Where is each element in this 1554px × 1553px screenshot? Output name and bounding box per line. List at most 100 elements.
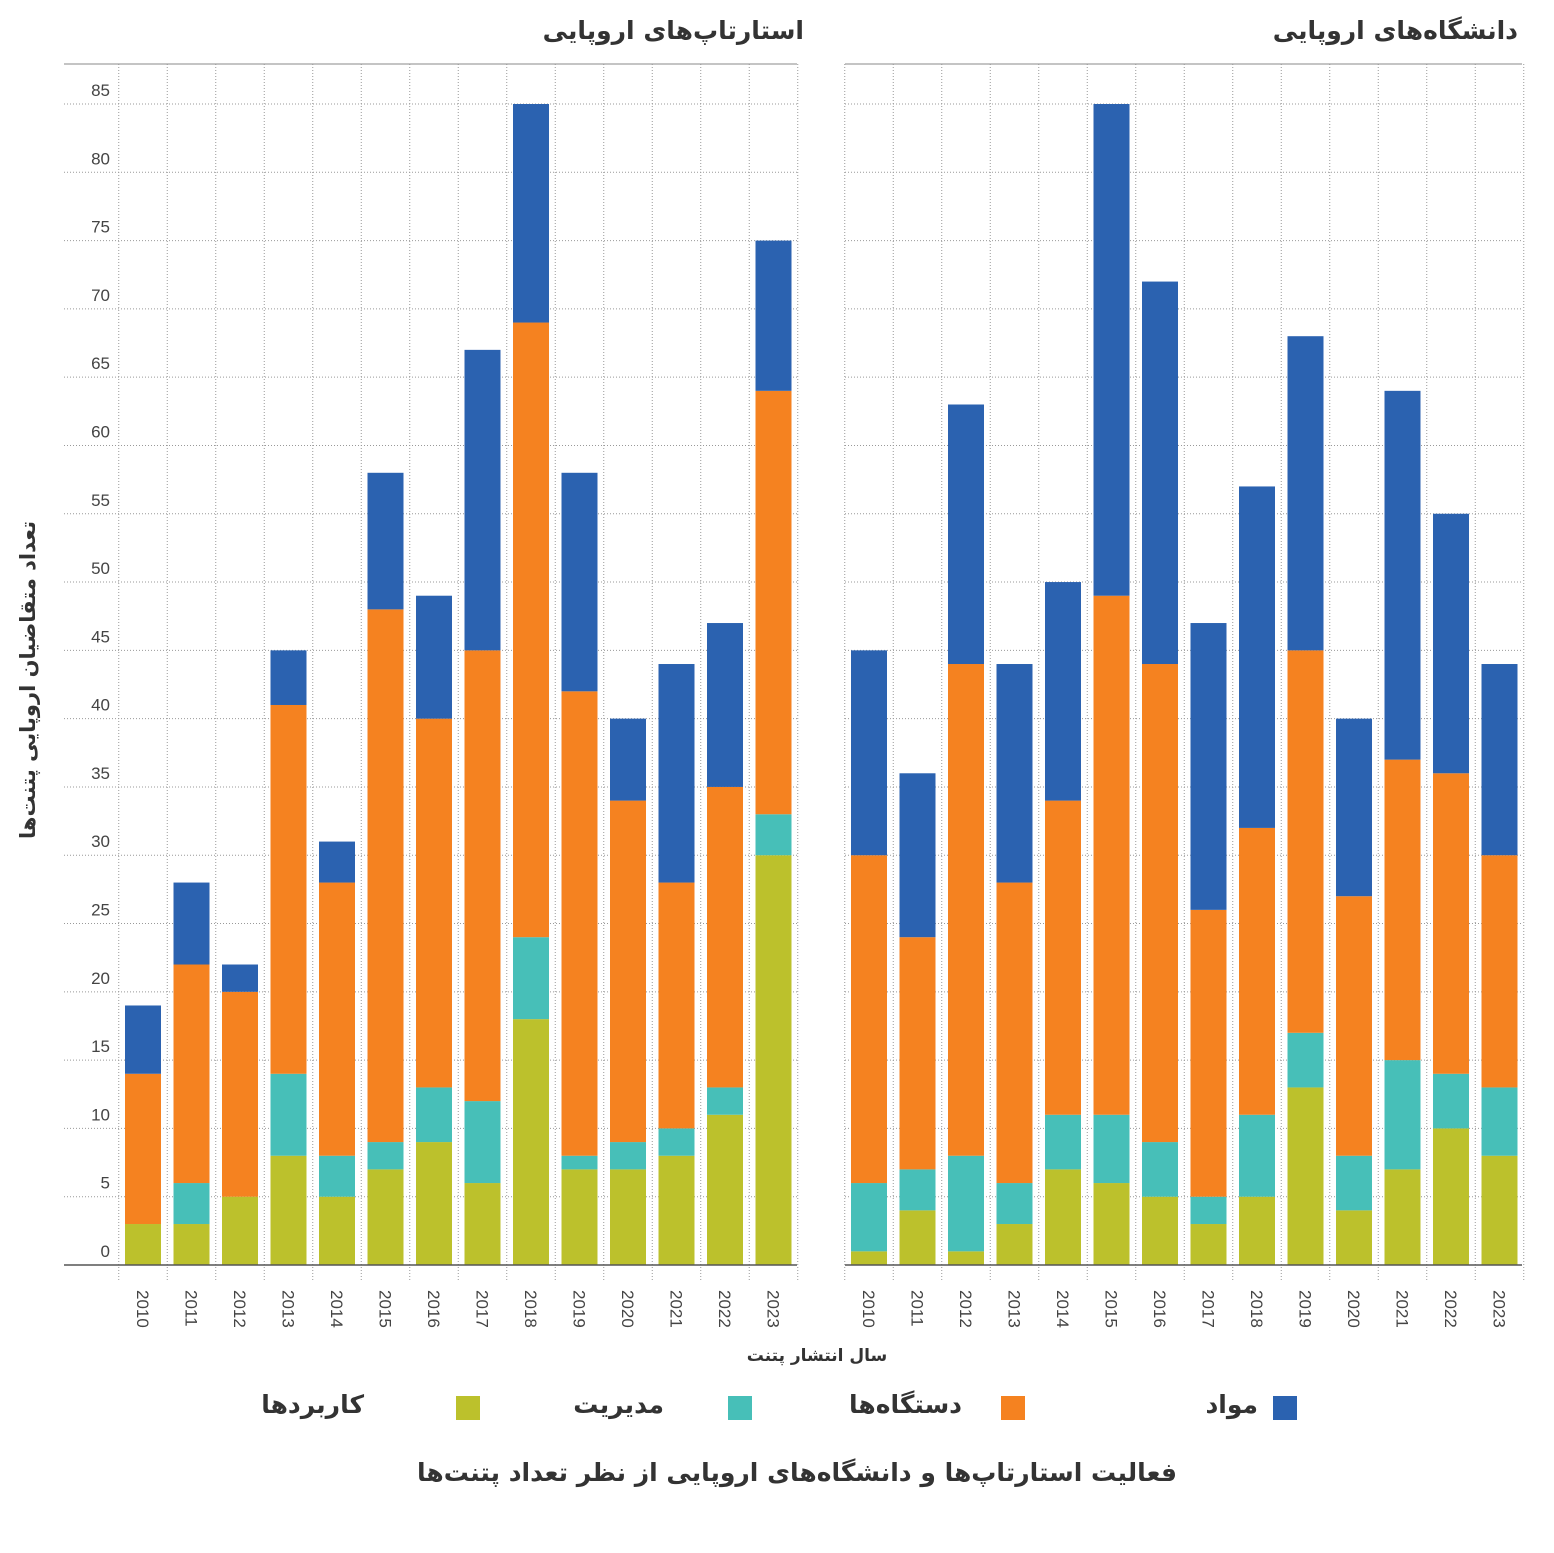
x-tick-label: 2016 xyxy=(424,1290,443,1328)
bar-applications-2023 xyxy=(1481,1155,1518,1265)
bar-devices-2010 xyxy=(125,1073,161,1225)
y-tick-label: 5 xyxy=(101,1174,110,1193)
x-tick-label: 2018 xyxy=(1247,1290,1266,1328)
bar-applications-2018 xyxy=(1239,1196,1275,1265)
bar-materials-2011 xyxy=(899,773,936,938)
bar-management-2023 xyxy=(755,814,792,856)
x-tick-label: 2011 xyxy=(908,1290,927,1327)
x-tick-label: 2012 xyxy=(230,1290,249,1328)
bar-management-2016 xyxy=(1142,1142,1178,1197)
bar-devices-2012 xyxy=(948,664,984,1156)
bar-management-2013 xyxy=(996,1183,1033,1225)
bar-management-2023 xyxy=(1481,1087,1518,1156)
bar-management-2018 xyxy=(513,937,549,1020)
bar-devices-2021 xyxy=(1384,759,1421,1061)
x-tick-label: 2020 xyxy=(1344,1290,1363,1328)
bar-devices-2018 xyxy=(513,322,549,938)
x-tick-label: 2023 xyxy=(764,1290,783,1328)
bar-applications-2018 xyxy=(513,1019,549,1265)
bar-management-2015 xyxy=(1093,1114,1130,1184)
y-tick-label: 30 xyxy=(91,832,110,851)
x-tick-label: 2013 xyxy=(1005,1290,1024,1328)
x-tick-label: 2017 xyxy=(1199,1290,1218,1328)
bar-materials-2022 xyxy=(707,623,743,787)
bar-materials-2018 xyxy=(1239,486,1275,828)
bar-management-2011 xyxy=(173,1183,210,1225)
bar-applications-2016 xyxy=(416,1142,452,1265)
bar-devices-2015 xyxy=(1093,595,1130,1115)
bar-materials-2016 xyxy=(416,595,452,719)
bar-applications-2015 xyxy=(1093,1183,1130,1265)
bar-applications-2016 xyxy=(1142,1196,1178,1265)
x-tick-label: 2012 xyxy=(956,1290,975,1328)
bar-devices-2015 xyxy=(367,609,404,1143)
y-tick-label: 65 xyxy=(91,354,110,373)
bar-applications-2013 xyxy=(270,1155,307,1265)
x-tick-label: 2010 xyxy=(859,1290,878,1328)
bar-materials-2014 xyxy=(319,841,355,883)
bar-materials-2010 xyxy=(851,650,887,856)
bar-applications-2015 xyxy=(367,1169,404,1265)
bar-materials-2017 xyxy=(464,349,501,651)
bar-materials-2018 xyxy=(513,104,549,323)
y-tick-label: 25 xyxy=(91,901,110,920)
x-tick-label: 2014 xyxy=(327,1290,346,1328)
bar-management-2021 xyxy=(658,1128,695,1156)
legend-swatch-devices xyxy=(1001,1396,1025,1420)
y-tick-label: 15 xyxy=(91,1037,110,1056)
legend-label-management: مدیریت xyxy=(573,1390,664,1419)
bar-applications-2021 xyxy=(1384,1169,1421,1265)
x-tick-label: 2022 xyxy=(715,1290,734,1328)
bar-applications-2023 xyxy=(755,855,792,1265)
bar-applications-2013 xyxy=(996,1224,1033,1265)
bar-management-2022 xyxy=(1433,1073,1469,1129)
x-tick-label: 2010 xyxy=(133,1290,152,1328)
y-tick-label: 10 xyxy=(91,1105,110,1124)
bar-devices-2023 xyxy=(755,390,792,815)
bar-materials-2015 xyxy=(367,472,404,610)
legend-swatch-applications xyxy=(456,1396,480,1420)
y-tick-label: 70 xyxy=(91,286,110,305)
bar-devices-2017 xyxy=(464,650,501,1102)
bar-applications-2021 xyxy=(658,1155,695,1265)
x-tick-label: 2014 xyxy=(1053,1290,1072,1328)
bar-devices-2018 xyxy=(1239,827,1275,1115)
bar-materials-2023 xyxy=(1481,664,1518,856)
bar-applications-2017 xyxy=(1190,1224,1227,1265)
bar-management-2015 xyxy=(367,1142,404,1170)
bar-applications-2020 xyxy=(1336,1210,1372,1265)
y-tick-label: 85 xyxy=(91,81,110,100)
bar-materials-2013 xyxy=(270,650,307,705)
bar-devices-2011 xyxy=(899,937,936,1170)
y-tick-label: 80 xyxy=(91,149,110,168)
bar-materials-2012 xyxy=(222,964,258,992)
y-axis-label: تعداد متقاضیان اروپایی پتنت‌ها xyxy=(16,521,40,839)
bar-applications-2011 xyxy=(173,1224,210,1265)
bar-materials-2019 xyxy=(1287,336,1324,651)
bar-management-2016 xyxy=(416,1087,452,1143)
bar-devices-2022 xyxy=(707,786,743,1088)
bar-applications-2022 xyxy=(1433,1128,1469,1265)
bar-management-2019 xyxy=(561,1155,598,1170)
bar-applications-2014 xyxy=(1045,1169,1081,1265)
y-tick-label: 20 xyxy=(91,969,110,988)
bar-management-2022 xyxy=(707,1087,743,1115)
bar-management-2017 xyxy=(1190,1196,1227,1225)
bar-applications-2012 xyxy=(948,1251,984,1265)
bar-management-2013 xyxy=(270,1073,307,1156)
bar-devices-2010 xyxy=(851,855,887,1184)
bar-materials-2010 xyxy=(125,1005,161,1074)
bar-applications-2012 xyxy=(222,1196,258,1265)
bar-devices-2011 xyxy=(173,964,210,1184)
bar-applications-2022 xyxy=(707,1114,743,1265)
bar-applications-2010 xyxy=(125,1224,161,1265)
y-tick-label: 40 xyxy=(91,696,110,715)
bar-management-2021 xyxy=(1384,1060,1421,1170)
bar-materials-2019 xyxy=(561,472,598,692)
bar-materials-2013 xyxy=(996,664,1033,883)
bar-devices-2012 xyxy=(222,991,258,1197)
x-tick-label: 2020 xyxy=(618,1290,637,1328)
bar-materials-2022 xyxy=(1433,513,1469,774)
bar-management-2014 xyxy=(1045,1114,1081,1170)
y-tick-label: 0 xyxy=(101,1242,110,1261)
